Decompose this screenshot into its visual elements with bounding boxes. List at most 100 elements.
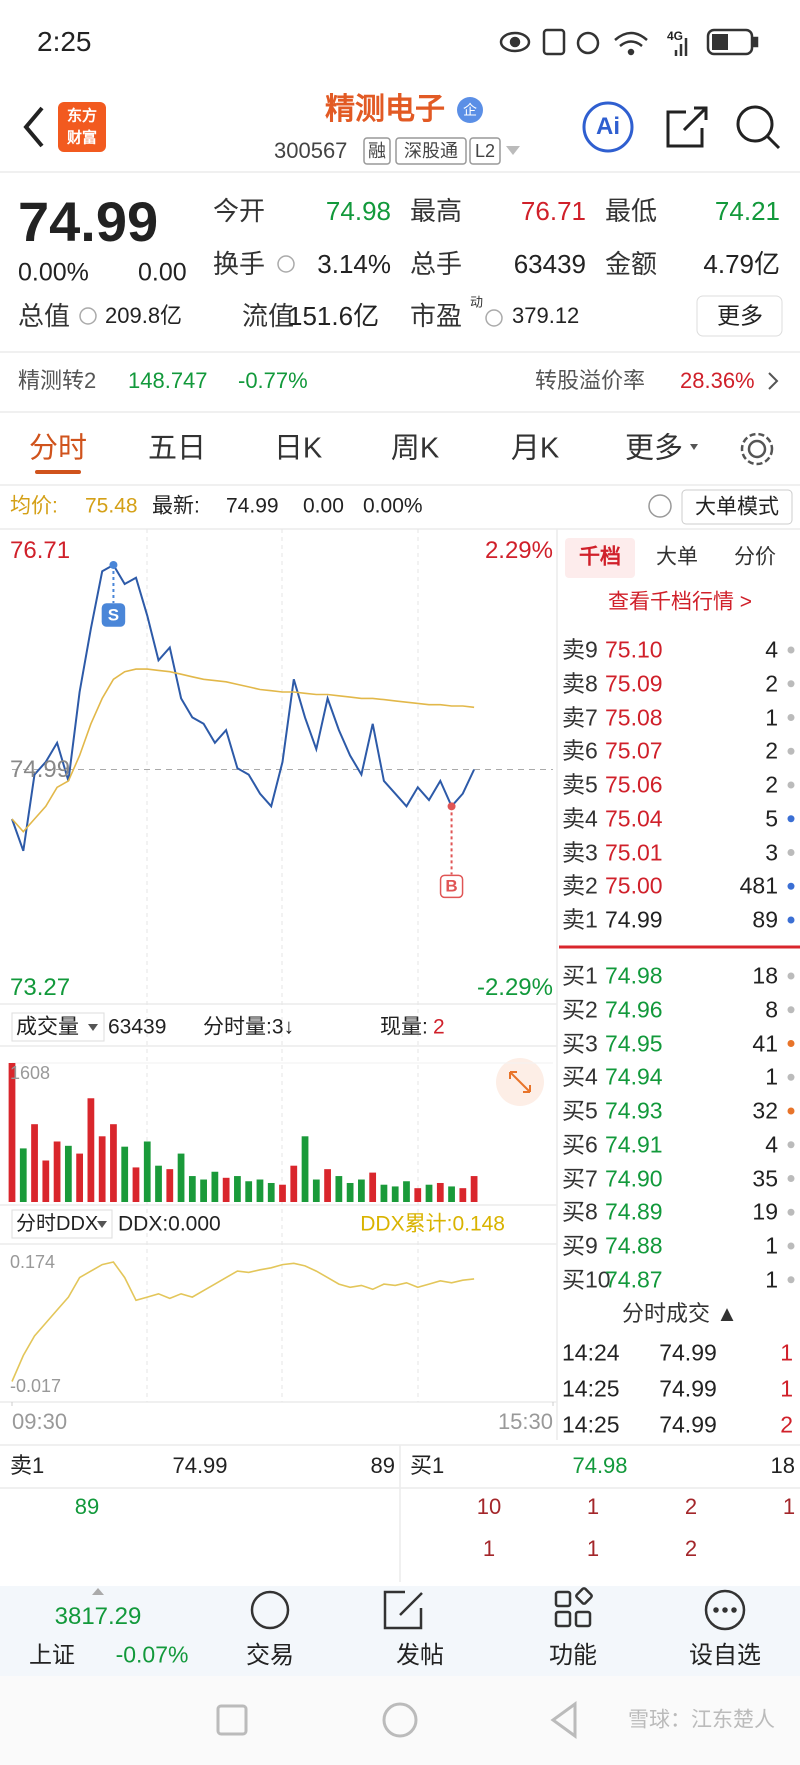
help-icon[interactable] <box>648 494 672 518</box>
book-volume: 4 <box>765 1131 778 1158</box>
settings-icon[interactable] <box>740 432 774 466</box>
tab[interactable]: 周K <box>390 432 440 465</box>
tab-underline <box>35 470 81 474</box>
book-dot <box>787 1276 795 1284</box>
status-time: 2:25 <box>37 26 92 57</box>
info-icon <box>485 309 503 327</box>
avg-label: 均价: <box>10 494 58 518</box>
queue-item: 1 <box>586 1494 600 1519</box>
volume-dropdown[interactable] <box>11 1012 105 1042</box>
volume-bar <box>234 1176 241 1202</box>
field-value: 74.98 <box>325 196 391 226</box>
book-dot <box>787 646 795 654</box>
book-dot <box>787 1141 795 1149</box>
search-icon[interactable] <box>736 105 781 150</box>
mode-button[interactable] <box>681 489 793 525</box>
trade-volume: 1 <box>780 1375 793 1402</box>
tab[interactable]: 五日 <box>147 432 207 465</box>
index-value[interactable]: 3817.29 <box>54 1603 142 1630</box>
field-label: 最高 <box>410 196 463 226</box>
book-price: 74.89 <box>605 1198 663 1225</box>
mode-button[interactable]: 大单模式 <box>695 495 779 519</box>
trade-time: 14:25 <box>562 1375 620 1402</box>
volume-bar <box>245 1181 253 1202</box>
marker-label: S <box>107 605 120 625</box>
trades-title[interactable]: 分时成交 ▲ <box>622 1301 738 1326</box>
more-button[interactable]: 更多 <box>717 302 763 329</box>
y-tick-label: 74.99 <box>10 755 71 783</box>
series-line <box>11 668 475 833</box>
badge-bg <box>457 97 483 123</box>
book-tab[interactable]: 大单 <box>656 545 698 569</box>
nav-item[interactable]: 交易 <box>246 1642 294 1669</box>
avg: 75.48 <box>85 494 138 518</box>
book-price: 74.90 <box>605 1165 663 1191</box>
book-tab[interactable]: 分价 <box>734 545 776 569</box>
book-label: 买10 <box>562 1266 611 1293</box>
volume-bar <box>87 1098 95 1202</box>
ddx-title[interactable]: 分时DDX <box>16 1213 99 1235</box>
book-price: 74.95 <box>605 1030 663 1056</box>
pct-label: -2.29% <box>476 974 553 1001</box>
field-value: 76.71 <box>520 196 586 226</box>
book-volume: 35 <box>752 1165 778 1191</box>
ddx: DDX:0.000 <box>118 1212 221 1236</box>
l1-price: 74.98 <box>572 1453 628 1478</box>
book-tab[interactable]: 千档 <box>579 545 621 569</box>
trade-time: 14:24 <box>562 1339 620 1366</box>
book-dot <box>787 972 795 980</box>
ai-button[interactable]: Ai <box>596 113 620 140</box>
tab[interactable]: 更多 <box>624 432 684 465</box>
book-volume: 32 <box>752 1097 778 1124</box>
bond-price: 148.747 <box>128 368 208 393</box>
book-price: 74.98 <box>605 962 663 989</box>
ai-icon[interactable] <box>582 101 634 153</box>
current-label: 现量: <box>380 1015 428 1039</box>
share-icon[interactable] <box>666 106 708 148</box>
l1-price: 74.99 <box>172 1453 228 1478</box>
field-value: 379.12 <box>512 303 580 328</box>
premium: 28.36% <box>680 368 755 393</box>
volume-bar <box>121 1146 129 1202</box>
volume-bar <box>31 1124 38 1202</box>
tab[interactable]: 分时 <box>28 432 88 465</box>
book-price: 74.93 <box>605 1097 663 1124</box>
badge: 企 <box>463 102 477 118</box>
more-button[interactable] <box>696 295 783 337</box>
book-dot <box>787 1073 795 1081</box>
series-line <box>11 563 476 852</box>
field-value: 151.6亿 <box>288 301 380 331</box>
change: 0.00 <box>138 258 187 287</box>
volume-bar <box>166 1169 174 1202</box>
stock-code: 300567 <box>274 138 348 163</box>
volume-title[interactable]: 成交量 <box>16 1015 79 1039</box>
tab[interactable]: 月K <box>510 432 560 465</box>
trade-volume: 1 <box>780 1339 793 1366</box>
volume-bar <box>211 1171 219 1202</box>
nav-item[interactable]: 发帖 <box>396 1642 444 1669</box>
tag: L2 <box>474 141 496 161</box>
trade-price: 74.99 <box>659 1375 717 1402</box>
book-label: 卖7 <box>562 704 598 730</box>
book-label: 卖9 <box>562 636 598 663</box>
back-icon[interactable] <box>23 106 44 148</box>
ddx-dropdown[interactable] <box>11 1209 113 1239</box>
field-label: 总手 <box>410 249 463 279</box>
volume-bar <box>222 1177 230 1202</box>
dropdown-icon <box>88 1024 98 1031</box>
book-volume: 8 <box>765 996 778 1023</box>
pe-sup: 动 <box>470 294 484 310</box>
book-label: 卖3 <box>562 839 598 865</box>
tab[interactable]: 日K <box>273 432 323 465</box>
system-buttons[interactable] <box>216 1701 577 1739</box>
book-link[interactable]: 查看千档行情 > <box>607 590 753 614</box>
l1-volume: 18 <box>770 1453 795 1478</box>
book-dot <box>787 1242 795 1250</box>
nav-item[interactable]: 功能 <box>549 1642 597 1669</box>
trade-volume: 2 <box>780 1411 793 1438</box>
volume-bar <box>98 1136 106 1202</box>
l1-label: 买1 <box>410 1453 445 1478</box>
volume-bar <box>42 1160 50 1202</box>
nav-item[interactable]: 设自选 <box>689 1642 761 1669</box>
